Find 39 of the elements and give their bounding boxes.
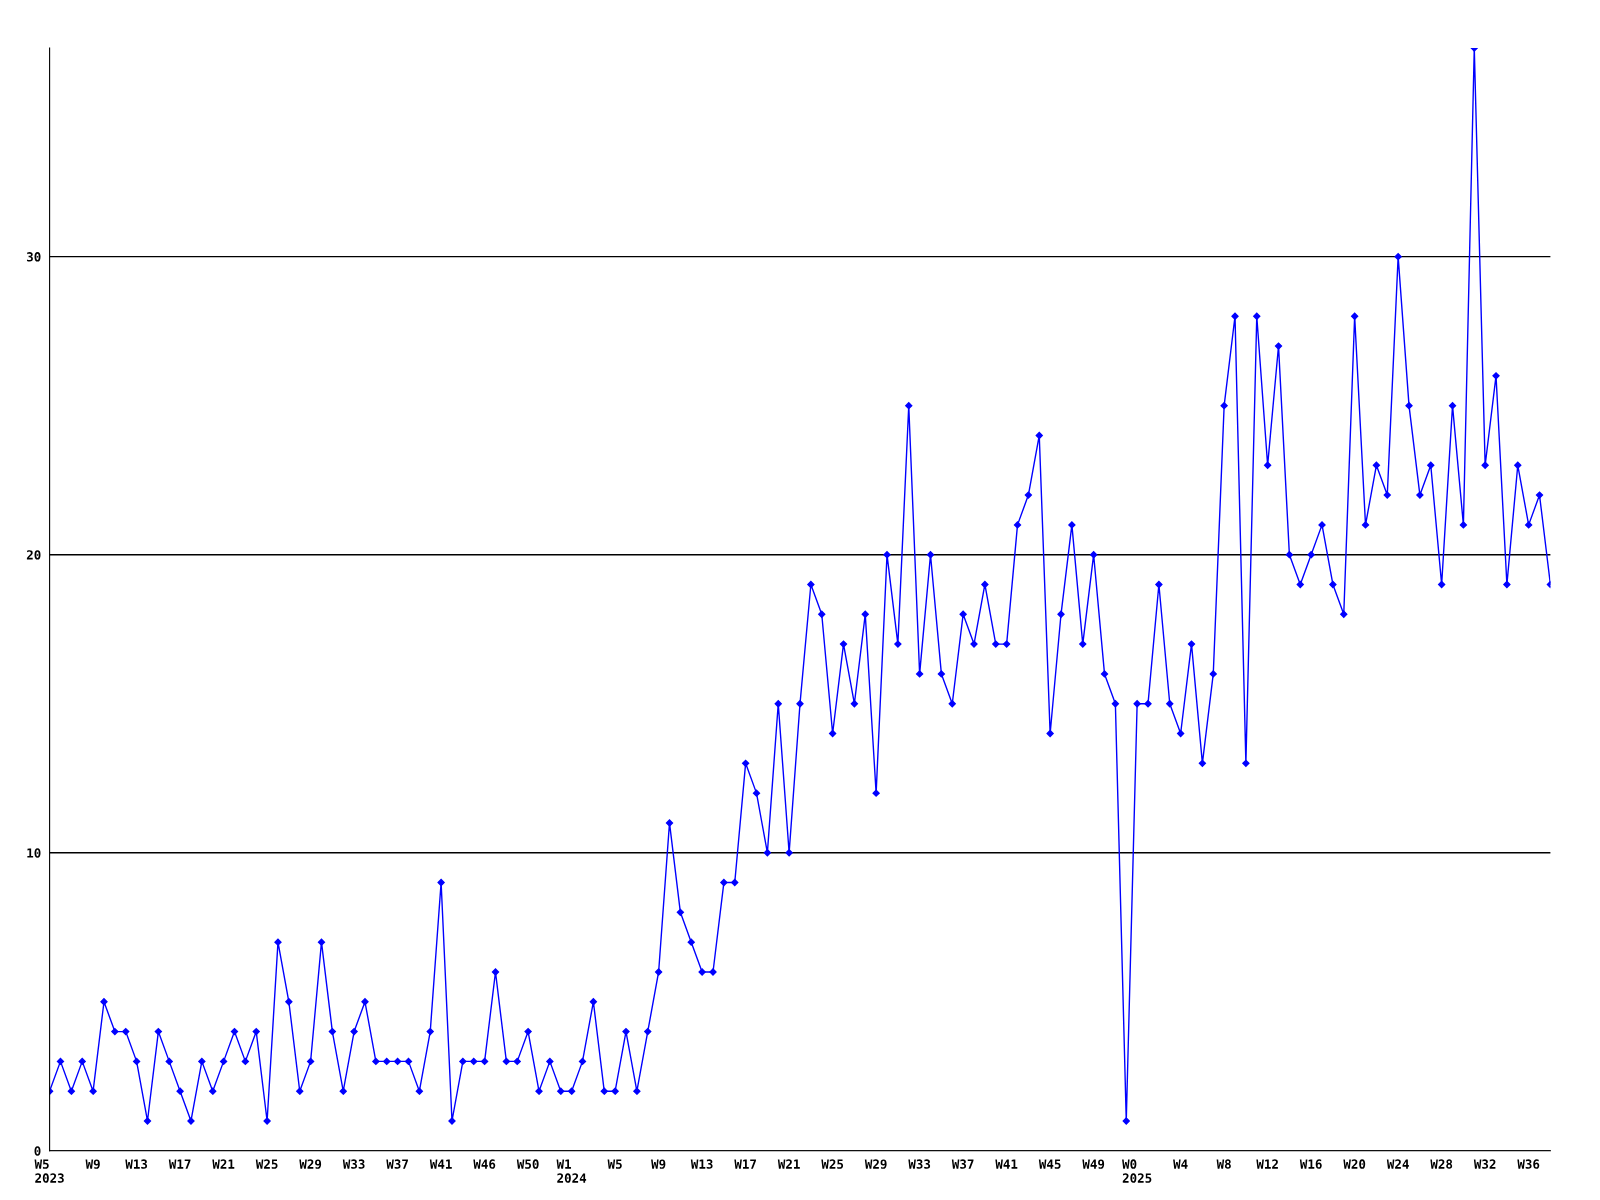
x-tick-label: W13: [690, 1159, 713, 1169]
x-tick-label: W46: [473, 1159, 496, 1169]
x-tick-label: W4: [1173, 1159, 1188, 1169]
x-tick-label: W0 2025: [1122, 1159, 1152, 1183]
y-tick-label: 20: [26, 550, 41, 560]
x-tick-label: W8: [1216, 1159, 1231, 1169]
x-tick-label: W25: [255, 1159, 278, 1169]
x-tick-label: W32: [1473, 1159, 1496, 1169]
y-tick-label: 10: [27, 848, 41, 858]
x-tick-label: W41: [429, 1159, 452, 1169]
x-tick-label: W21: [212, 1159, 235, 1169]
x-tick-label: W36: [1517, 1159, 1540, 1169]
x-tick-label: W13: [125, 1159, 148, 1169]
x-tick-label: W12: [1256, 1159, 1278, 1169]
x-tick-label: W24: [1386, 1159, 1409, 1169]
x-tick-label: W20: [1343, 1159, 1366, 1169]
x-tick-label: W9: [651, 1159, 666, 1169]
x-tick-label: W33: [342, 1159, 365, 1169]
x-tick-label: W29: [864, 1159, 887, 1169]
x-tick-label: W37: [386, 1159, 408, 1169]
x-tick-label: W49: [1082, 1159, 1105, 1169]
x-tick-label: W25: [821, 1159, 844, 1169]
x-tick-label: W29: [299, 1159, 322, 1169]
x-tick-label: W16: [1299, 1159, 1322, 1169]
x-tick-label: W50: [516, 1159, 539, 1169]
x-tick-label: W9: [85, 1159, 100, 1169]
x-tick-label: W41: [995, 1159, 1018, 1169]
x-tick-label: W5: [607, 1159, 622, 1169]
x-tick-label: W45: [1038, 1159, 1061, 1169]
x-tick-label: W1 2024: [556, 1159, 587, 1183]
x-tick-label: W21: [777, 1159, 800, 1169]
x-tick-label: W5 2023: [34, 1159, 64, 1183]
x-tick-label: W37: [951, 1159, 974, 1169]
x-tick-label: W17: [734, 1159, 756, 1169]
x-tick-label: W17: [168, 1159, 191, 1169]
y-tick-label: 30: [26, 252, 41, 262]
x-tick-label: W28: [1430, 1159, 1453, 1169]
y-tick-label: 0: [34, 1146, 41, 1156]
x-tick-label: W33: [908, 1159, 931, 1169]
